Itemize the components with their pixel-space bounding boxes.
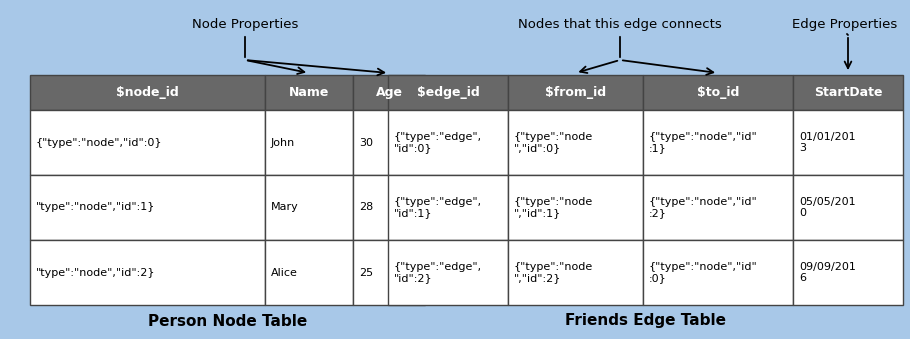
Text: {"type":"node","id":0}: {"type":"node","id":0} [36, 138, 163, 147]
Text: Alice: Alice [271, 267, 298, 278]
Text: {"type":"node","id"
:2}: {"type":"node","id" :2} [649, 197, 758, 218]
Bar [30, 175, 265, 240]
Bar [643, 110, 793, 175]
Bar [265, 110, 353, 175]
Text: 09/09/201
6: 09/09/201 6 [799, 262, 856, 283]
Bar [265, 240, 353, 305]
Bar [508, 75, 643, 110]
Text: StartDate: StartDate [814, 86, 883, 99]
Bar [353, 110, 425, 175]
Bar [388, 240, 508, 305]
Text: $node_id: $node_id [116, 86, 179, 99]
Bar [30, 110, 265, 175]
Text: Edge Properties: Edge Properties [793, 18, 897, 31]
Bar [793, 175, 903, 240]
Text: Mary: Mary [271, 202, 298, 213]
Text: Friends Edge Table: Friends Edge Table [565, 314, 726, 328]
Text: {"type":"node
","id":0}: {"type":"node ","id":0} [514, 132, 593, 153]
Text: $from_id: $from_id [545, 86, 606, 99]
Bar [353, 240, 425, 305]
Text: Name: Name [288, 86, 329, 99]
Bar [30, 75, 265, 110]
Text: Age: Age [376, 86, 402, 99]
Bar [353, 75, 425, 110]
Text: "type":"node","id":2}: "type":"node","id":2} [36, 267, 156, 278]
Bar [508, 110, 643, 175]
Text: 01/01/201
3: 01/01/201 3 [799, 132, 855, 153]
Bar [643, 175, 793, 240]
Bar [388, 110, 508, 175]
Bar [793, 240, 903, 305]
Bar [388, 75, 508, 110]
Bar [643, 75, 793, 110]
Text: Node Properties: Node Properties [192, 18, 298, 31]
Text: {"type":"node
","id":1}: {"type":"node ","id":1} [514, 197, 593, 218]
Text: {"type":"node
","id":2}: {"type":"node ","id":2} [514, 262, 593, 283]
Text: {"type":"edge",
"id":2}: {"type":"edge", "id":2} [394, 262, 482, 283]
Text: John: John [271, 138, 295, 147]
Text: Person Node Table: Person Node Table [147, 314, 308, 328]
Text: 25: 25 [359, 267, 373, 278]
Text: 05/05/201
0: 05/05/201 0 [799, 197, 855, 218]
Bar [793, 110, 903, 175]
Bar [265, 75, 353, 110]
Text: "type":"node","id":1}: "type":"node","id":1} [36, 202, 156, 213]
Bar [30, 240, 265, 305]
Bar [265, 175, 353, 240]
Text: {"type":"edge",
"id":0}: {"type":"edge", "id":0} [394, 132, 482, 153]
Text: {"type":"node","id"
:0}: {"type":"node","id" :0} [649, 262, 758, 283]
Text: {"type":"edge",
"id":1}: {"type":"edge", "id":1} [394, 197, 482, 218]
Text: 30: 30 [359, 138, 373, 147]
Bar [508, 175, 643, 240]
Text: Nodes that this edge connects: Nodes that this edge connects [518, 18, 722, 31]
Text: $edge_id: $edge_id [417, 86, 480, 99]
Text: 28: 28 [359, 202, 373, 213]
Text: {"type":"node","id"
:1}: {"type":"node","id" :1} [649, 132, 758, 153]
Bar [508, 240, 643, 305]
Bar [388, 175, 508, 240]
Text: $to_id: $to_id [697, 86, 739, 99]
Bar [643, 240, 793, 305]
Bar [793, 75, 903, 110]
Bar [353, 175, 425, 240]
